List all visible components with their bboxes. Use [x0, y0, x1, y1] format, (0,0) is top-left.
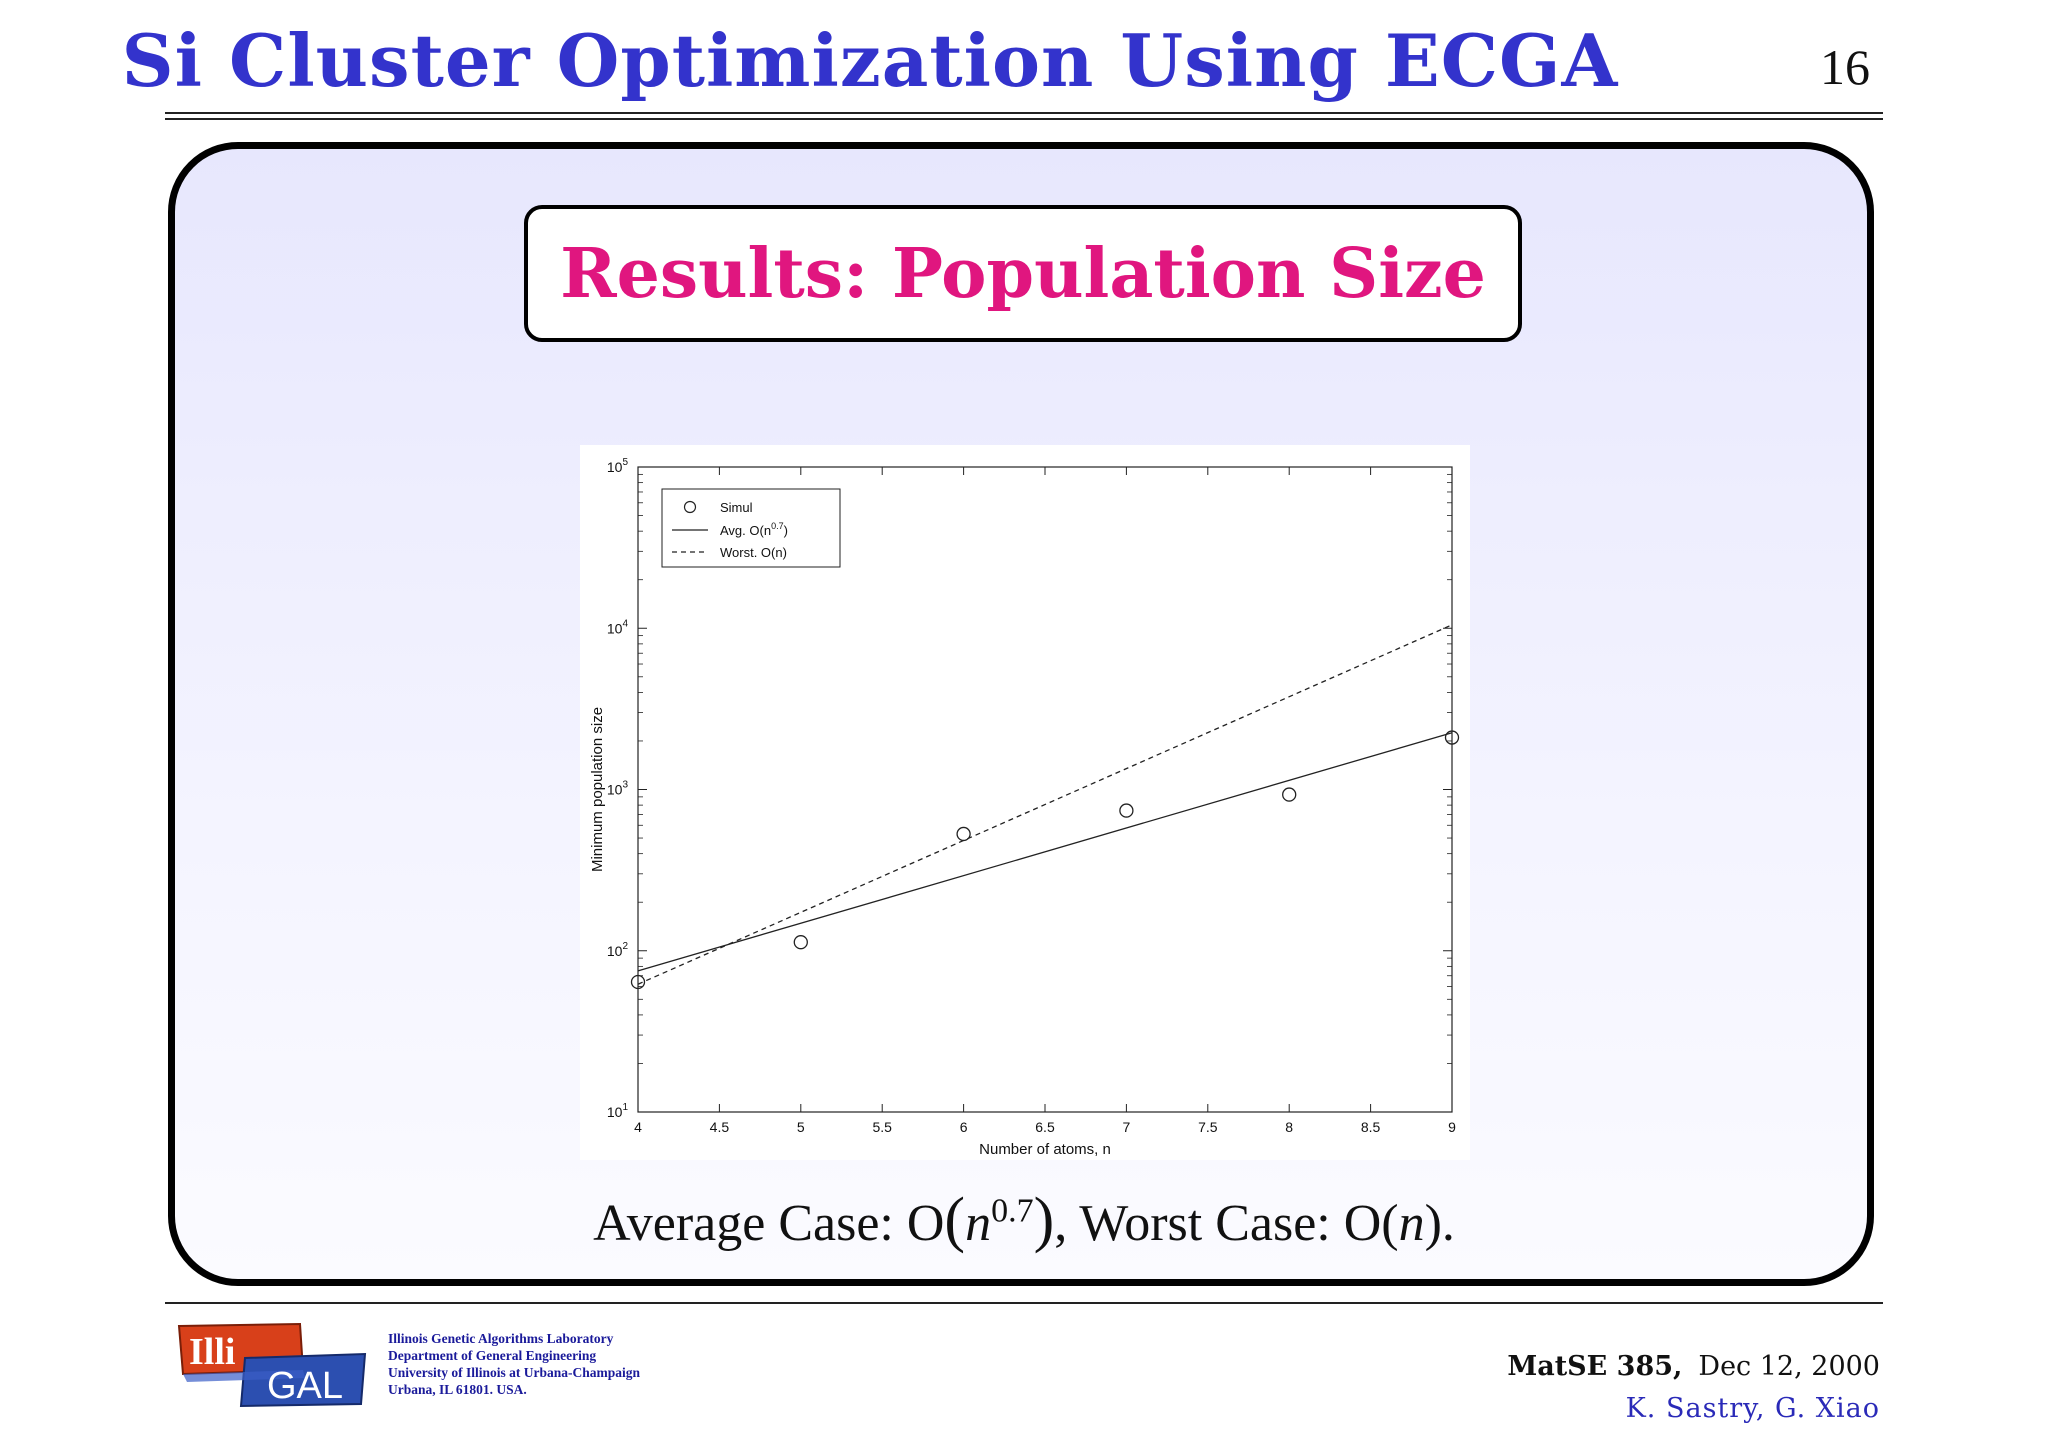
x-tick-label: 4	[634, 1119, 642, 1135]
x-tick-label: 7	[1123, 1119, 1131, 1135]
y-axis-label: Minimum population size	[589, 707, 606, 872]
legend-label: Simul	[720, 500, 753, 515]
legend-label: Worst. O(n)	[720, 545, 787, 560]
caption-paren-open: (	[944, 1186, 966, 1254]
legend-marker-simul	[683, 500, 697, 514]
authors: K. Sastry, G. Xiao	[1625, 1393, 1880, 1424]
lab-affiliation: Illinois Genetic Algorithms Laboratory D…	[388, 1330, 640, 1398]
logo-text-gal: GAL	[267, 1365, 343, 1407]
caption-avg-variable: n	[965, 1195, 992, 1252]
caption-prefix: Average Case: O	[593, 1195, 945, 1252]
page-number: 16	[1820, 39, 1870, 95]
caption-middle: , Worst Case: O(	[1054, 1195, 1399, 1252]
legend-label: Avg. O(n0.7)	[720, 521, 788, 538]
series-line-worst	[637, 624, 1453, 985]
x-tick-label: 8	[1285, 1119, 1293, 1135]
y-tick-label: 102	[607, 941, 629, 959]
complexity-caption: Average Case: O(n0.7), Worst Case: O(n).	[0, 1185, 2048, 1256]
x-axis-label: Number of atoms, n	[979, 1141, 1111, 1158]
header-rule-top	[165, 112, 1883, 114]
x-tick-label: 7.5	[1198, 1119, 1218, 1135]
x-tick-label: 6.5	[1035, 1119, 1055, 1135]
slide-title: Si Cluster Optimization Using ECGA	[121, 18, 1619, 103]
x-tick-label: 4.5	[710, 1119, 730, 1135]
series-line-avg	[637, 732, 1453, 972]
y-tick-label: 103	[607, 780, 629, 798]
footer-rule	[165, 1302, 1883, 1304]
data-point-simul	[1444, 730, 1460, 745]
header-rule-bottom	[165, 118, 1883, 120]
x-tick-label: 9	[1448, 1119, 1456, 1135]
lab-line: University of Illinois at Urbana-Champai…	[388, 1365, 641, 1380]
x-tick-label: 8.5	[1361, 1119, 1381, 1135]
lab-line: Urbana, IL 61801. USA.	[388, 1382, 527, 1397]
caption-avg-exponent: 0.7	[991, 1192, 1034, 1230]
footer-credits: MatSE 385, Dec 12, 2000 K. Sastry, G. Xia…	[1507, 1346, 1880, 1430]
course-label: MatSE 385,	[1507, 1351, 1683, 1382]
results-title-box: Results: Population Size	[524, 205, 1522, 342]
data-point-simul	[630, 974, 646, 990]
presentation-date: Dec 12, 2000	[1698, 1351, 1880, 1382]
logo-text-illi: Illi	[189, 1331, 235, 1373]
y-tick-label: 105	[607, 457, 629, 475]
y-tick-label: 104	[607, 618, 629, 636]
caption-suffix: ).	[1424, 1195, 1455, 1252]
x-tick-label: 5	[797, 1119, 805, 1135]
y-tick-label: 101	[607, 1102, 629, 1120]
illigal-logo: Illi GAL	[175, 1318, 370, 1410]
population-size-chart: 4 4.5 5 5.5 6 6.5 7 7.5 8 8.5 9 101 102 103 104 105 Numb…	[580, 445, 1470, 1160]
data-point-simul	[1282, 787, 1297, 802]
results-title: Results: Population Size	[560, 233, 1486, 314]
data-point-simul	[793, 935, 808, 950]
caption-worst-variable: n	[1398, 1195, 1425, 1252]
lab-line: Illinois Genetic Algorithms Laboratory	[388, 1331, 614, 1346]
lab-line: Department of General Engineering	[388, 1348, 597, 1363]
x-tick-label: 6	[960, 1119, 968, 1135]
data-point-simul	[1119, 803, 1134, 818]
x-tick-label: 5.5	[872, 1119, 892, 1135]
chart-svg: 4 4.5 5 5.5 6 6.5 7 7.5 8 8.5 9 101 102 103 104 105 Numb…	[589, 457, 1460, 1158]
caption-paren-close: )	[1033, 1186, 1055, 1254]
